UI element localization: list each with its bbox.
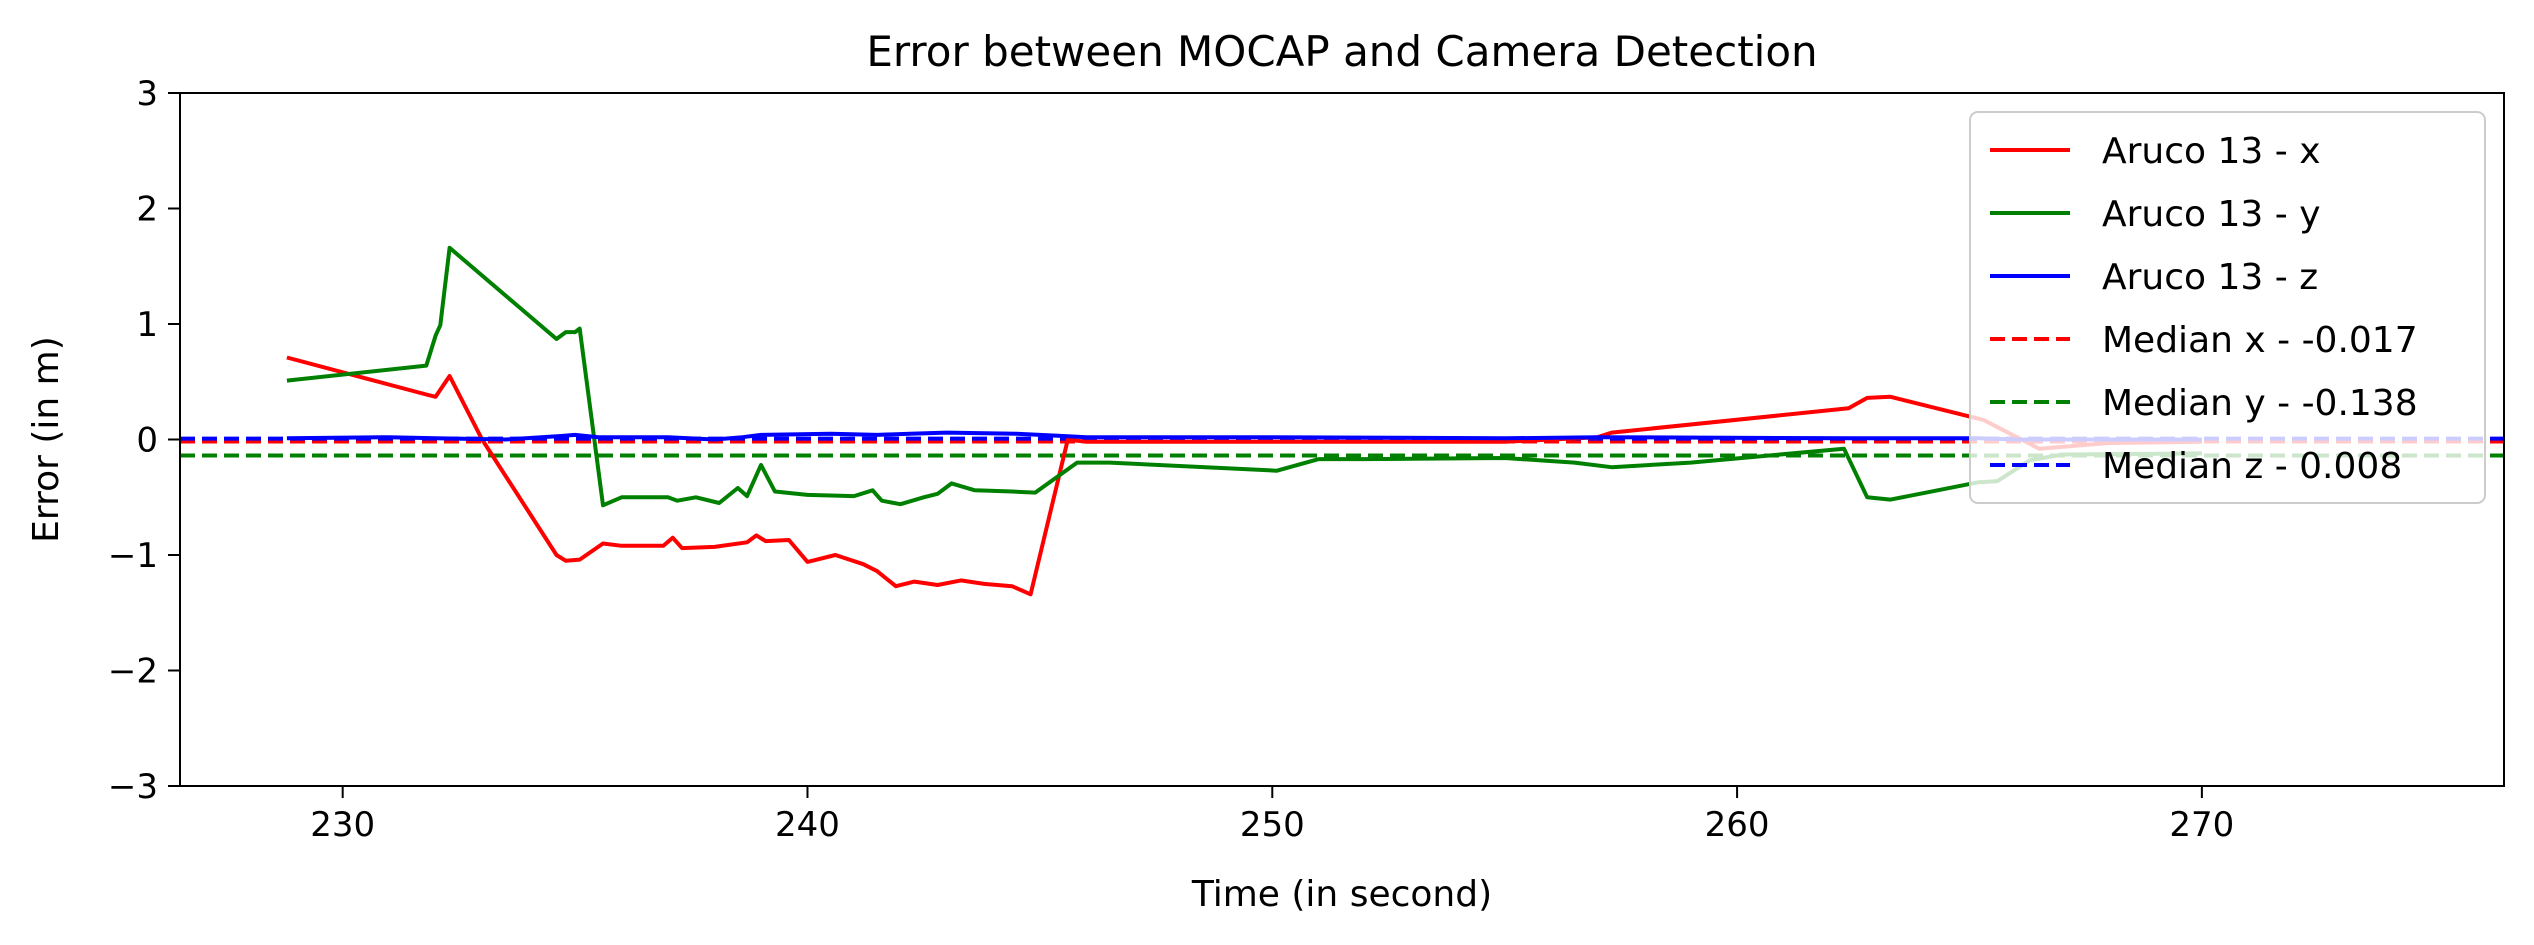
series-line-1: [286, 245, 2202, 508]
x-axis-label: Time (in second): [1191, 874, 1492, 915]
legend-entry: Median y - -0.138: [2102, 383, 2418, 424]
x-axis: 230 240 250 260 270: [310, 786, 2234, 845]
series-line-0: [286, 355, 2202, 597]
y-axis: −3 −2 −1 0 1 2 3: [108, 74, 180, 807]
series-line-2: [286, 430, 2202, 442]
legend-entry: Aruco 13 - y: [2102, 194, 2321, 235]
x-tick-label: 240: [775, 805, 840, 845]
legend-entry: Median x - -0.017: [2102, 320, 2418, 361]
legend-entry: Aruco 13 - z: [2102, 257, 2318, 298]
legend-entry: Aruco 13 - x: [2102, 131, 2321, 172]
y-tick-label: 3: [136, 74, 158, 114]
legend-box: [1969, 111, 2486, 504]
y-tick-label: 1: [136, 305, 158, 345]
x-tick-label: 250: [1240, 805, 1305, 845]
x-tick-label: 260: [1705, 805, 1770, 845]
y-axis-label: Error (in m): [26, 336, 67, 543]
y-tick-label: 2: [136, 190, 158, 230]
chart-title: Error between MOCAP and Camera Detection: [866, 27, 1817, 76]
legend: Aruco 13 - x Aruco 13 - y Aruco 13 - z Medi…: [1969, 111, 2486, 504]
x-tick-label: 230: [310, 805, 375, 845]
y-tick-label: −1: [108, 536, 158, 576]
x-tick-label: 270: [2169, 805, 2234, 845]
y-tick-label: −2: [108, 652, 158, 692]
y-tick-label: −3: [108, 767, 158, 807]
y-tick-label: 0: [136, 421, 158, 461]
plot-frame: [179, 92, 2505, 787]
legend-entry: Median z - 0.008: [2102, 446, 2402, 487]
